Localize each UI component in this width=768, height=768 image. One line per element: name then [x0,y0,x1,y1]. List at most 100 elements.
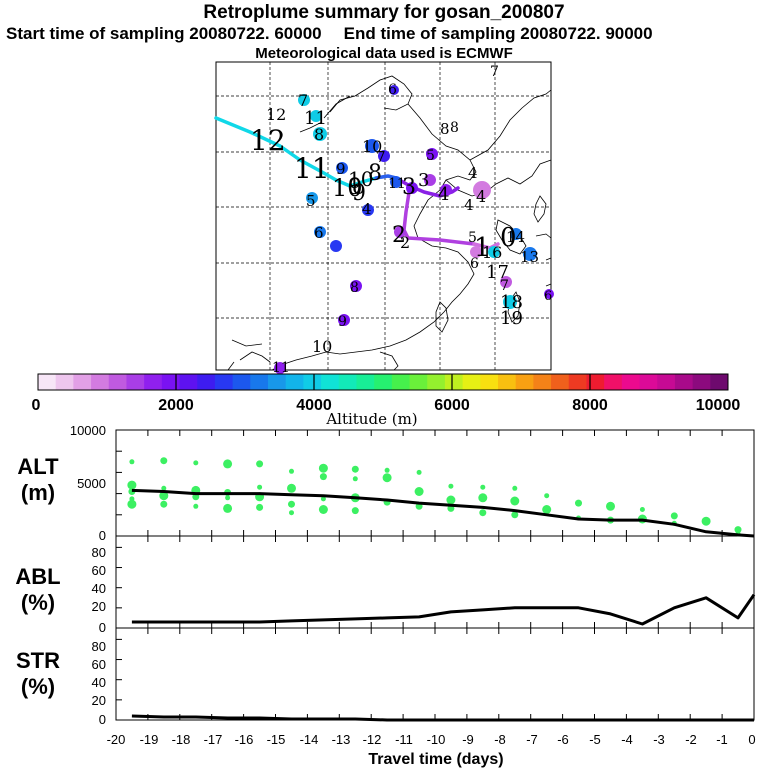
alt-point [478,493,488,503]
alt-point [225,495,231,501]
colorbar-tick: 4000 [296,397,332,414]
map-label: 2 [400,233,410,252]
map-dot [500,276,512,288]
colorbar-cell [250,374,269,390]
map-label: 11 [388,176,406,192]
alt-point [193,460,199,466]
colorbar-cell [126,374,145,390]
colorbar-label: Altitude (m) [325,410,417,428]
colorbar-cell [285,374,304,390]
time-series-panels: ALT (m) ABL (%) STR (%) 10000 5000 0 80 … [15,423,755,768]
colorbar-cells [38,374,729,390]
alt-point [127,499,137,509]
map-dot [338,314,350,326]
alt-ytick: 0 [99,528,106,543]
map-label: 10 [362,137,382,156]
abl-ytick: 40 [92,581,106,596]
colorbar-cell [303,374,322,390]
x-tick: -3 [653,732,665,747]
colorbar-cell [710,374,729,390]
colorbar-cell [604,374,623,390]
alt-point [542,505,552,514]
x-tick-labels: -20 -19 -18 -17 -16 -15 -14 -13 -12 -11 … [107,732,756,747]
map-label: 3 [418,170,429,191]
map-label: 10 [312,337,332,356]
abl-line [131,593,756,626]
map-label: 8 [368,161,382,186]
map-label: 8 [350,280,359,296]
colorbar-cell [321,374,340,390]
alt-point [256,503,264,511]
alt-point [670,512,678,520]
abl-ytick: 80 [92,545,106,560]
colorbar-tick: 6000 [434,397,470,414]
alt-point [511,511,519,519]
colorbar-cell [586,374,605,390]
map-label: 12 [266,105,286,124]
alt-point [127,480,137,490]
str-ytick: 40 [92,675,106,690]
alt-point [480,484,486,490]
colorbar-cell [144,374,163,390]
tick-marks [115,429,755,721]
colorbar-cell [197,374,216,390]
alt-point [639,507,645,512]
x-tick: -14 [300,732,319,747]
abl-unit: (%) [21,590,55,615]
alt-mean-line [131,488,755,538]
abl-ytick: 60 [92,563,106,578]
str-unit: (%) [21,674,55,699]
alt-point [512,485,518,491]
alt-point [223,459,233,469]
colorbar-cell [480,374,499,390]
x-tick: 0 [748,732,755,747]
x-tick: -2 [685,732,697,747]
map-dot [313,127,327,141]
alt-unit: (m) [21,480,55,505]
colorbar-cell [462,374,481,390]
x-tick: -10 [427,732,446,747]
map-dot [350,280,362,292]
alt-point [223,503,233,513]
colorbar-cell [692,374,711,390]
colorbar-tick: 0 [32,397,41,414]
map-label: 11 [272,360,290,376]
x-tick: -15 [267,732,286,747]
map-label: 1 [474,233,491,263]
colorbar-cell [551,374,570,390]
map-label: 7 [500,278,509,294]
alt-point [257,484,263,490]
alt-point [289,468,294,474]
map-label: 9 [348,175,362,200]
alt-yticks: 10000 5000 0 [70,423,106,543]
map-label: 4 [362,200,372,218]
map-dot [336,162,348,174]
map-label: 17 [486,262,509,283]
map-label: 2 [392,223,406,248]
colorbar-cell [179,374,198,390]
alt-point [160,457,168,465]
trajectory-purple [402,184,476,246]
alt-ytick: 10000 [70,423,106,438]
end-time-label: End time of sampling 20080722. 90000 [343,24,653,43]
colorbar-cell [161,374,181,390]
map-dot [306,192,318,204]
colorbar-dividers [175,374,591,390]
colorbar-cell [108,374,127,390]
sampling-times: Start time of sampling 20080722. 60000 En… [6,24,766,44]
alt-point [318,463,328,473]
str-ytick: 20 [92,693,106,708]
colorbar-cell [374,374,393,390]
map-label: 9 [336,160,346,178]
map-label: 5 [426,148,435,164]
alt-point [160,500,168,508]
alt-point [288,500,295,508]
map-label: 14 [506,228,525,246]
colorbar-cell [674,374,694,390]
map-dot [389,85,399,95]
colorbar-cell [38,374,57,390]
map-dot [274,362,286,374]
alt-point [734,526,742,534]
alt-point [256,460,264,468]
